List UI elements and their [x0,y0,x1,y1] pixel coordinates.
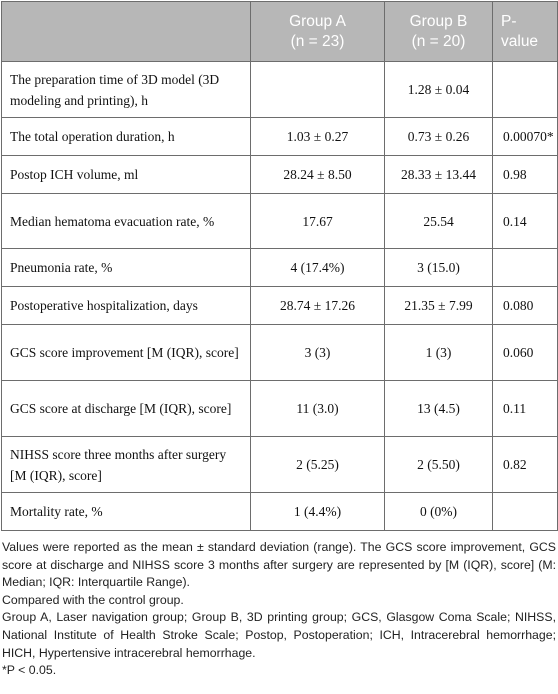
table-header-row: Group A (n = 23) Group B (n = 20) P- val… [1,1,558,62]
header-group-a-n: (n = 23) [290,32,345,50]
header-group-b-title: Group B [409,12,468,30]
row-label: GCS score improvement [M (IQR), score] [1,324,251,381]
table-row: The total operation duration, h 1.03 ± 0… [1,117,558,156]
comparison-note: Compared with the control group. [2,592,184,607]
group-b-value: 1.28 ± 0.04 [384,61,493,118]
p-value: 0.080 [492,286,558,325]
row-label: Postop ICH volume, ml [1,155,251,194]
group-b-value: 13 (4.5) [384,380,493,437]
values-note: Values were reported as the mean ± stand… [2,540,556,590]
header-pvalue: P- value [492,1,558,62]
header-group-a: Group A (n = 23) [250,1,385,62]
group-a-value: 2 (5.25) [250,436,385,493]
abbreviations-note: Group A, Laser navigation group; Group B… [2,610,556,660]
row-label: Postoperative hospitalization, days [1,286,251,325]
row-label: GCS score at discharge [M (IQR), score] [1,380,251,437]
significance-note: *P < 0.05. [2,663,57,678]
group-a-value: 1 (4.4%) [250,492,385,531]
group-a-value: 17.67 [250,193,385,249]
table-row: Pneumonia rate, % 4 (17.4%) 3 (15.0) [1,248,558,287]
row-label: The preparation time of 3D model (3D mod… [1,61,251,118]
table-row: GCS score at discharge [M (IQR), score] … [1,380,558,437]
table-row: Mortality rate, % 1 (4.4%) 0 (0%) [1,492,558,531]
group-a-value: 11 (3.0) [250,380,385,437]
header-pvalue-line1: P- [501,12,517,30]
table-row: GCS score improvement [M (IQR), score] 3… [1,324,558,381]
header-blank [1,1,251,62]
p-value [492,492,558,531]
p-value [492,61,558,118]
row-label: The total operation duration, h [1,117,251,156]
group-b-value: 2 (5.50) [384,436,493,493]
group-b-value: 1 (3) [384,324,493,381]
table-row: Postop ICH volume, ml 28.24 ± 8.50 28.33… [1,155,558,194]
p-value [492,248,558,287]
row-label: Median hematoma evacuation rate, % [1,193,251,249]
results-table: Group A (n = 23) Group B (n = 20) P- val… [1,1,558,531]
group-b-value: 0 (0%) [384,492,493,531]
header-group-b-n: (n = 20) [411,32,466,50]
group-a-value: 28.74 ± 17.26 [250,286,385,325]
header-group-a-title: Group A [289,12,346,30]
row-label: NIHSS score three months after surgery [… [1,436,251,493]
group-b-value: 0.73 ± 0.26 [384,117,493,156]
header-group-b: Group B (n = 20) [384,1,493,62]
group-a-value: 1.03 ± 0.27 [250,117,385,156]
row-label: Mortality rate, % [1,492,251,531]
p-value: 0.060 [492,324,558,381]
results-table-container: Group A (n = 23) Group B (n = 20) P- val… [1,1,558,531]
group-b-value: 21.35 ± 7.99 [384,286,493,325]
group-b-value: 3 (15.0) [384,248,493,287]
p-value: 0.11 [492,380,558,437]
p-value: 0.82 [492,436,558,493]
group-a-value: 28.24 ± 8.50 [250,155,385,194]
header-pvalue-line2: value [501,32,539,50]
p-value: 0.98 [492,155,558,194]
table-row: Postoperative hospitalization, days 28.7… [1,286,558,325]
group-a-value: 3 (3) [250,324,385,381]
p-value: 0.00070* [492,117,558,156]
row-label: Pneumonia rate, % [1,248,251,287]
table-row: NIHSS score three months after surgery [… [1,436,558,493]
table-row: The preparation time of 3D model (3D mod… [1,61,558,118]
group-b-value: 28.33 ± 13.44 [384,155,493,194]
table-footnotes: Values were reported as the mean ± stand… [2,539,556,680]
p-value: 0.14 [492,193,558,249]
group-a-value [250,61,385,118]
group-b-value: 25.54 [384,193,493,249]
group-a-value: 4 (17.4%) [250,248,385,287]
table-row: Median hematoma evacuation rate, % 17.67… [1,193,558,249]
